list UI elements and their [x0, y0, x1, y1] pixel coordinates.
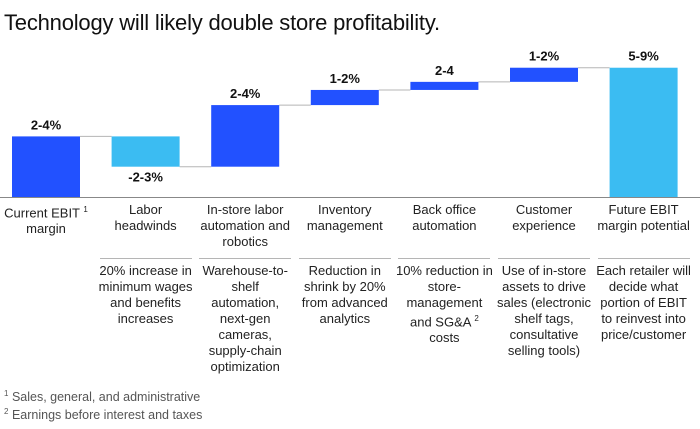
bar-4 — [410, 81, 479, 90]
footnote-2: 2 Earnings before interest and taxes — [4, 407, 203, 423]
footnote-marker: 2 — [474, 314, 479, 323]
category-label-line2: management — [306, 218, 383, 233]
category-label: Future EBIT margin potential — [595, 202, 693, 234]
category-label-line2: automation and robotics — [200, 218, 290, 249]
category-label: Current EBIT 1 margin — [0, 202, 95, 237]
value-label: 5-9% — [628, 49, 659, 64]
category-label-line2: headwinds — [114, 218, 177, 233]
value-label: 1-2% — [529, 49, 560, 64]
description-separator — [498, 258, 590, 259]
category-label-line1: Customer — [515, 202, 573, 217]
description-separator — [298, 258, 391, 259]
value-label: -2-3% — [128, 170, 163, 185]
description-text: Warehouse-to-shelf automation, next-gen … — [202, 263, 288, 374]
category-label: Customer experience — [495, 202, 593, 234]
category-label-line1: Labor — [128, 202, 163, 217]
description-separator — [398, 258, 491, 259]
category-label-line1: In-store labor — [206, 202, 284, 217]
bar-6 — [609, 67, 678, 197]
value-label: 2-4 — [435, 63, 455, 78]
description-separator — [99, 258, 192, 259]
bar-3 — [310, 89, 379, 106]
bar-5 — [510, 67, 578, 82]
category-label-line2: margin — [26, 221, 66, 237]
description-text: 10% reduction in store-management and SG… — [395, 263, 493, 346]
category-label-line2: experience — [512, 218, 576, 233]
description-text: Use of in-store assets to drive sales (e… — [497, 263, 591, 358]
value-label: 2-4% — [230, 86, 261, 101]
category-label-line1: Current EBIT — [4, 205, 80, 221]
category-label: Back office automation — [395, 202, 493, 234]
value-label: 1-2% — [330, 71, 361, 86]
bar-1 — [111, 136, 180, 167]
description-separator — [597, 258, 690, 259]
bar-0 — [12, 136, 80, 197]
description-separator — [199, 258, 292, 259]
category-label-line1: Future EBIT — [608, 202, 679, 217]
chart-title: Technology will likely double store prof… — [4, 10, 440, 35]
category-label-line2: automation — [412, 218, 477, 233]
category-label-line1: Back office — [412, 202, 477, 217]
description-text: 20% increase in minimum wages and benefi… — [98, 263, 193, 326]
category-label-line1: Inventory — [318, 202, 372, 217]
category-label-line2: margin potential — [597, 218, 690, 233]
bar-2 — [211, 105, 280, 167]
description-text: Reduction in shrink by 20% from advanced… — [301, 263, 388, 326]
waterfall-chart: 2-4% -2-3% 2-4% 1-2% 2-4 1-2% 5-9% — [0, 49, 700, 198]
category-label: Labor headwinds — [97, 202, 195, 234]
category-label: In-store labor automation and robotics — [196, 202, 294, 250]
footnote-marker: 1 — [83, 205, 88, 214]
footnote-1: 1 Sales, general, and administrative — [4, 389, 201, 405]
category-label: Inventory management — [296, 202, 394, 234]
value-label: 2-4% — [31, 117, 62, 132]
description-text: Each retailer will decide what portion o… — [596, 263, 691, 342]
